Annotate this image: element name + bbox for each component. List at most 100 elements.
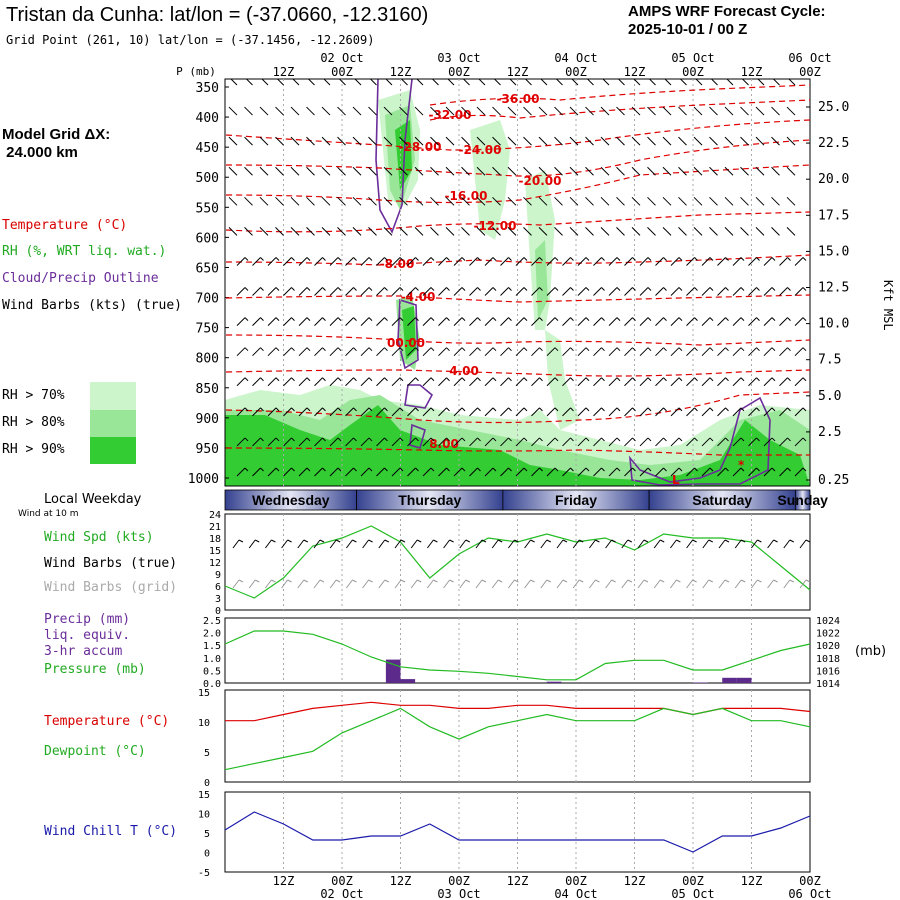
wind-barb xyxy=(664,79,672,86)
contour-label: -36.00 xyxy=(497,92,540,106)
weekday-cell xyxy=(794,489,811,511)
wind-barb xyxy=(383,166,393,176)
wind-barb xyxy=(686,437,698,447)
wind-barb-grid xyxy=(248,579,260,589)
wind-barb xyxy=(259,166,269,176)
wind-barb xyxy=(771,136,780,146)
wind-barb-grid xyxy=(718,579,730,589)
wind-barb xyxy=(710,79,718,86)
wind-barb xyxy=(779,467,791,477)
wind-barb xyxy=(772,79,780,86)
wind-barb xyxy=(484,257,497,266)
wind-barb xyxy=(639,347,652,357)
wind-barb xyxy=(709,106,718,116)
wind-barb xyxy=(290,136,300,146)
wind-barb xyxy=(438,407,450,417)
wind-barb xyxy=(228,227,238,236)
wind-barb xyxy=(515,437,528,447)
pressure-tick-label: 800 xyxy=(196,352,219,367)
wind-barb xyxy=(259,196,269,206)
wind-barb xyxy=(693,227,703,236)
wind-barb xyxy=(577,407,590,417)
wind-barb xyxy=(741,79,749,86)
wind-barb xyxy=(461,106,470,116)
wind-barb xyxy=(492,227,501,236)
top-hour-label: 00Z xyxy=(682,65,704,79)
wind-barb xyxy=(701,347,714,357)
wind-barb-grid xyxy=(621,579,633,589)
wind-barb xyxy=(283,377,295,387)
wind-barb xyxy=(298,257,311,266)
wind-barb xyxy=(422,407,435,417)
cycle-line-1: AMPS WRF Forecast Cycle: xyxy=(628,3,826,20)
wind-barb xyxy=(554,136,563,146)
wind-barb xyxy=(469,437,481,447)
wind-barb xyxy=(624,377,636,387)
wind-barb xyxy=(647,136,656,146)
wind-barb xyxy=(329,437,342,447)
wind-barb xyxy=(298,377,311,387)
wind-barb xyxy=(670,347,683,357)
top-hour-label: 12Z xyxy=(507,65,529,79)
wind-barb xyxy=(670,287,683,296)
wind-barb xyxy=(771,166,780,176)
wind-barb xyxy=(554,166,563,176)
kft-tick-label: 0.25 xyxy=(818,473,849,488)
wind-chill-line xyxy=(224,811,811,853)
wind-barb xyxy=(453,347,466,357)
wind-barb xyxy=(555,79,563,86)
top-hour-label: 12Z xyxy=(390,65,412,79)
wind-barb-grid xyxy=(491,579,503,589)
wind-barb xyxy=(717,317,729,326)
wind-barb xyxy=(414,106,424,116)
wind-tick-label: 12 xyxy=(209,558,221,569)
wind-barb xyxy=(686,287,698,296)
wind-barb xyxy=(631,227,641,236)
wind-barb xyxy=(717,257,729,266)
wind-barb xyxy=(407,287,419,296)
wind-barb-true xyxy=(394,539,406,549)
wind-barb xyxy=(422,377,435,387)
wind-barb xyxy=(283,347,295,357)
wind-barb xyxy=(345,317,357,326)
temperature-contour xyxy=(225,164,810,204)
wind-barb xyxy=(228,136,238,146)
wind-barb xyxy=(678,136,687,146)
wind-barb xyxy=(788,79,796,86)
wind-barb xyxy=(453,317,466,326)
wind-barb-grid xyxy=(605,579,616,589)
wind-barb xyxy=(306,166,315,176)
wind-barb xyxy=(338,79,346,86)
wind-barb xyxy=(701,257,714,266)
wind-barb-true xyxy=(346,539,357,549)
wind-barb xyxy=(236,437,249,447)
wind-barb xyxy=(292,79,300,86)
wind-barb xyxy=(500,347,512,357)
precip-tick-label: 0.5 xyxy=(203,666,221,677)
wind-barb-grid xyxy=(427,579,438,589)
wind-speed-line xyxy=(224,525,811,599)
wind-tick-label: 21 xyxy=(209,522,221,533)
wind-barb xyxy=(245,79,253,86)
wind-barb xyxy=(236,407,249,417)
pressure-tick-label: 850 xyxy=(196,382,219,397)
wind-barb xyxy=(493,79,501,86)
pressure-tick-label: 1018 xyxy=(816,654,840,665)
wind-barb xyxy=(794,407,807,417)
wind-barb xyxy=(476,106,486,116)
wind-barb xyxy=(422,287,435,296)
wind-barb xyxy=(709,166,718,176)
bottom-date-label: 02 Oct xyxy=(320,887,363,900)
kft-tick-label: 15.0 xyxy=(818,244,849,259)
wind-barb xyxy=(314,407,326,417)
wind-barb xyxy=(562,377,574,387)
wind-barb xyxy=(236,287,249,296)
wind-barb xyxy=(478,79,486,86)
wind-barb xyxy=(422,347,435,357)
wind-barb xyxy=(399,166,408,176)
wind-barb xyxy=(624,287,636,296)
wind-barb xyxy=(391,407,404,417)
wind-barb-true xyxy=(702,539,714,549)
wind-barb xyxy=(538,166,548,176)
wind-barb xyxy=(639,377,652,387)
